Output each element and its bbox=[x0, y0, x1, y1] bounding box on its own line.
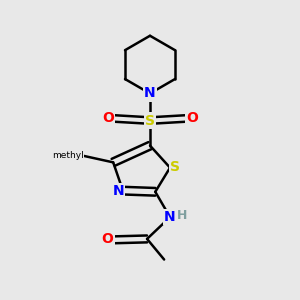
Text: N: N bbox=[164, 210, 175, 224]
Text: N: N bbox=[144, 86, 156, 100]
Text: O: O bbox=[102, 111, 114, 125]
Text: S: S bbox=[170, 160, 180, 174]
Text: S: S bbox=[145, 114, 155, 128]
Text: H: H bbox=[177, 209, 188, 222]
Text: O: O bbox=[186, 111, 198, 125]
Text: methyl: methyl bbox=[52, 152, 84, 160]
Text: O: O bbox=[102, 232, 113, 246]
Text: N: N bbox=[112, 184, 124, 198]
